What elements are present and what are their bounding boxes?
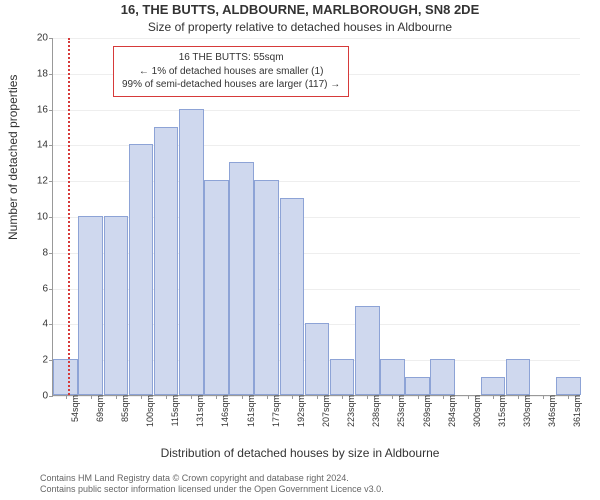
ytick-label: 2	[42, 355, 53, 366]
xtick-label: 131sqm	[191, 395, 205, 427]
bar	[280, 198, 305, 395]
ytick-label: 18	[37, 68, 53, 79]
footer-line-2: Contains public sector information licen…	[40, 484, 590, 496]
chart-subtitle: Size of property relative to detached ho…	[0, 20, 600, 34]
xtick-label: 207sqm	[317, 395, 331, 427]
bar	[104, 216, 129, 395]
footer-line-1: Contains HM Land Registry data © Crown c…	[40, 473, 590, 485]
xtick-label: 115sqm	[166, 395, 180, 426]
gridline	[53, 38, 580, 39]
xtick-label: 146sqm	[216, 395, 230, 427]
ytick-label: 4	[42, 319, 53, 330]
xtick-label: 361sqm	[568, 395, 582, 427]
bar	[481, 377, 506, 395]
xtick-label: 192sqm	[292, 395, 306, 427]
xtick-label: 238sqm	[367, 395, 381, 427]
bar	[78, 216, 103, 395]
bar	[229, 162, 254, 395]
x-axis-label: Distribution of detached houses by size …	[0, 446, 600, 460]
xtick-label: 300sqm	[468, 395, 482, 427]
ytick-label: 14	[37, 140, 53, 151]
bar	[129, 144, 154, 395]
xtick-label: 100sqm	[141, 395, 155, 427]
y-axis-label: Number of detached properties	[6, 75, 20, 240]
xtick-label: 346sqm	[543, 395, 557, 427]
xtick-label: 223sqm	[342, 395, 356, 427]
bar	[355, 306, 380, 396]
bar	[254, 180, 279, 395]
bar	[204, 180, 229, 395]
bar	[506, 359, 531, 395]
xtick-label: 54sqm	[66, 395, 80, 422]
xtick-label: 315sqm	[493, 395, 507, 427]
bar	[179, 109, 204, 395]
property-marker-line	[68, 38, 70, 395]
ytick-label: 12	[37, 176, 53, 187]
xtick-label: 284sqm	[443, 395, 457, 427]
ytick-label: 8	[42, 247, 53, 258]
bar	[305, 323, 330, 395]
chart-title: 16, THE BUTTS, ALDBOURNE, MARLBOROUGH, S…	[0, 2, 600, 17]
gridline	[53, 110, 580, 111]
xtick-label: 161sqm	[242, 395, 256, 427]
bar	[330, 359, 355, 395]
xtick-label: 253sqm	[392, 395, 406, 427]
bar	[380, 359, 405, 395]
bar	[53, 359, 78, 395]
ytick-label: 16	[37, 104, 53, 115]
annotation-line: 16 THE BUTTS: 55sqm	[122, 51, 340, 65]
xtick-label: 85sqm	[116, 395, 130, 422]
xtick-label: 269sqm	[418, 395, 432, 427]
xtick-label: 330sqm	[518, 395, 532, 427]
xtick-label: 177sqm	[267, 395, 281, 427]
bar	[154, 127, 179, 396]
bar	[556, 377, 581, 395]
bar	[405, 377, 430, 395]
annotation-line: 99% of semi-detached houses are larger (…	[122, 78, 340, 92]
ytick-label: 6	[42, 283, 53, 294]
ytick-label: 10	[37, 212, 53, 223]
annotation-box: 16 THE BUTTS: 55sqm← 1% of detached hous…	[113, 46, 349, 97]
footer-attribution: Contains HM Land Registry data © Crown c…	[40, 473, 590, 496]
plot-area: 0246810121416182054sqm69sqm85sqm100sqm11…	[52, 38, 580, 396]
ytick-label: 0	[42, 391, 53, 402]
bar	[430, 359, 455, 395]
xtick-label: 69sqm	[91, 395, 105, 422]
ytick-label: 20	[37, 33, 53, 44]
annotation-line: ← 1% of detached houses are smaller (1)	[122, 65, 340, 79]
